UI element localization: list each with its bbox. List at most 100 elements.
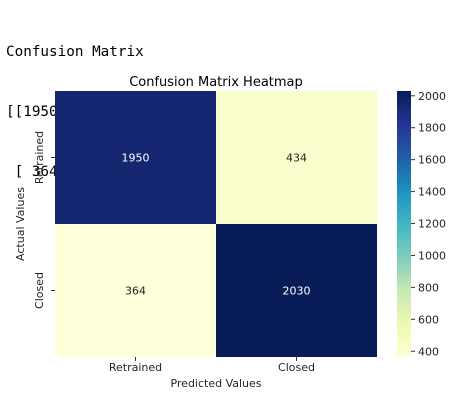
colorbar-segment — [397, 295, 411, 300]
colorbar-segment — [397, 104, 411, 108]
colorbar-segment — [397, 303, 411, 308]
colorbar-segment — [397, 279, 411, 284]
colorbar-segment — [397, 152, 411, 156]
colorbar-segment — [397, 109, 411, 113]
colorbar-segment — [397, 293, 411, 297]
colorbar-segment — [397, 346, 411, 350]
colorbar-segment — [397, 343, 411, 347]
colorbar-tick-label: 800 — [418, 281, 439, 294]
heatmap-cell — [216, 91, 377, 224]
colorbar-segment — [397, 301, 411, 305]
colorbar-tick-label: 1200 — [418, 218, 446, 231]
colorbar-segment — [397, 136, 411, 140]
heatmap-cell — [55, 224, 216, 357]
colorbar-segment — [397, 327, 411, 331]
colorbar-segment — [397, 205, 411, 209]
colorbar-segment — [397, 271, 411, 276]
colorbar-segment — [397, 168, 411, 172]
colorbar-segment — [397, 157, 411, 161]
colorbar-segment — [397, 106, 411, 111]
colorbar-segment — [397, 250, 411, 254]
colorbar-segment — [397, 221, 411, 225]
colorbar-segment — [397, 258, 411, 262]
colorbar-segment — [397, 226, 411, 230]
heatmap-cell — [216, 224, 377, 357]
cell-value-label: 1950 — [122, 152, 150, 165]
cell-value-label: 434 — [286, 152, 307, 165]
colorbar-segment — [397, 170, 411, 175]
colorbar-segment — [397, 165, 411, 169]
colorbar-segment — [397, 237, 411, 241]
colorbar-segment — [397, 213, 411, 217]
colorbar-segment — [397, 208, 411, 212]
colorbar-segment — [397, 322, 411, 326]
colorbar-segment — [397, 122, 411, 127]
colorbar-segment — [397, 162, 411, 167]
colorbar-segment — [397, 125, 411, 129]
colorbar-segment — [397, 128, 411, 132]
colorbar-segment — [397, 277, 411, 281]
heatmap-cell — [55, 91, 216, 224]
colorbar-segment — [397, 282, 411, 286]
colorbar-segment — [397, 160, 411, 164]
colorbar-tick-label: 2000 — [418, 90, 446, 103]
colorbar-segment — [397, 186, 411, 191]
colorbar-segment — [397, 216, 411, 220]
colorbar-segment — [397, 184, 411, 188]
colorbar-segment — [397, 261, 411, 265]
colorbar-segment — [397, 144, 411, 148]
colorbar-segment — [397, 141, 411, 145]
colorbar-tick-label: 1000 — [418, 249, 446, 262]
cell-value-label: 2030 — [283, 285, 311, 298]
colorbar-segment — [397, 93, 411, 97]
cell-value-label: 364 — [125, 285, 146, 298]
colorbar-segment — [397, 146, 411, 151]
colorbar-segment — [397, 317, 411, 321]
chart-title: Confusion Matrix Heatmap — [129, 75, 303, 90]
colorbar-segment — [397, 192, 411, 196]
colorbar-segment — [397, 285, 411, 289]
colorbar-segment — [397, 263, 411, 268]
colorbar-segment — [397, 181, 411, 185]
x-tick-label: Retrained — [109, 361, 162, 374]
colorbar-segment — [397, 229, 411, 233]
colorbar-segment — [397, 253, 411, 257]
colorbar-segment — [397, 309, 411, 313]
colorbar-segment — [397, 245, 411, 249]
colorbar-segment — [397, 96, 411, 100]
colorbar-segment — [397, 306, 411, 310]
colorbar-segment — [397, 176, 411, 180]
colorbar-segment — [397, 330, 411, 334]
colorbar-segment — [397, 338, 411, 342]
colorbar-segment — [397, 341, 411, 345]
colorbar-segment — [397, 231, 411, 236]
colorbar-segment — [397, 173, 411, 177]
colorbar-segment — [397, 298, 411, 302]
colorbar-segment — [397, 91, 411, 95]
colorbar-segment — [397, 189, 411, 193]
colorbar-segment — [397, 98, 411, 103]
colorbar-segment — [397, 200, 411, 204]
colorbar-segment — [397, 269, 411, 273]
colorbar-segment — [397, 224, 411, 228]
colorbar-segment — [397, 242, 411, 246]
colorbar-segment — [397, 335, 411, 339]
colorbar-segment — [397, 351, 411, 355]
colorbar-segment — [397, 349, 411, 353]
colorbar-segment — [397, 178, 411, 183]
colorbar-segment — [397, 325, 411, 329]
colorbar-segment — [397, 311, 411, 316]
colorbar-segment — [397, 234, 411, 238]
x-tick-label: Closed — [278, 361, 315, 374]
colorbar-segment — [397, 274, 411, 278]
colorbar-tick-label: 600 — [418, 313, 439, 326]
colorbar-segment — [397, 117, 411, 121]
colorbar-segment — [397, 290, 411, 294]
colorbar-tick-label: 1400 — [418, 186, 446, 199]
y-axis-label: Actual Values — [14, 187, 27, 261]
colorbar-segment — [397, 130, 411, 135]
colorbar-segment — [397, 247, 411, 252]
colorbar-segment — [397, 314, 411, 318]
colorbar-segment — [397, 210, 411, 214]
